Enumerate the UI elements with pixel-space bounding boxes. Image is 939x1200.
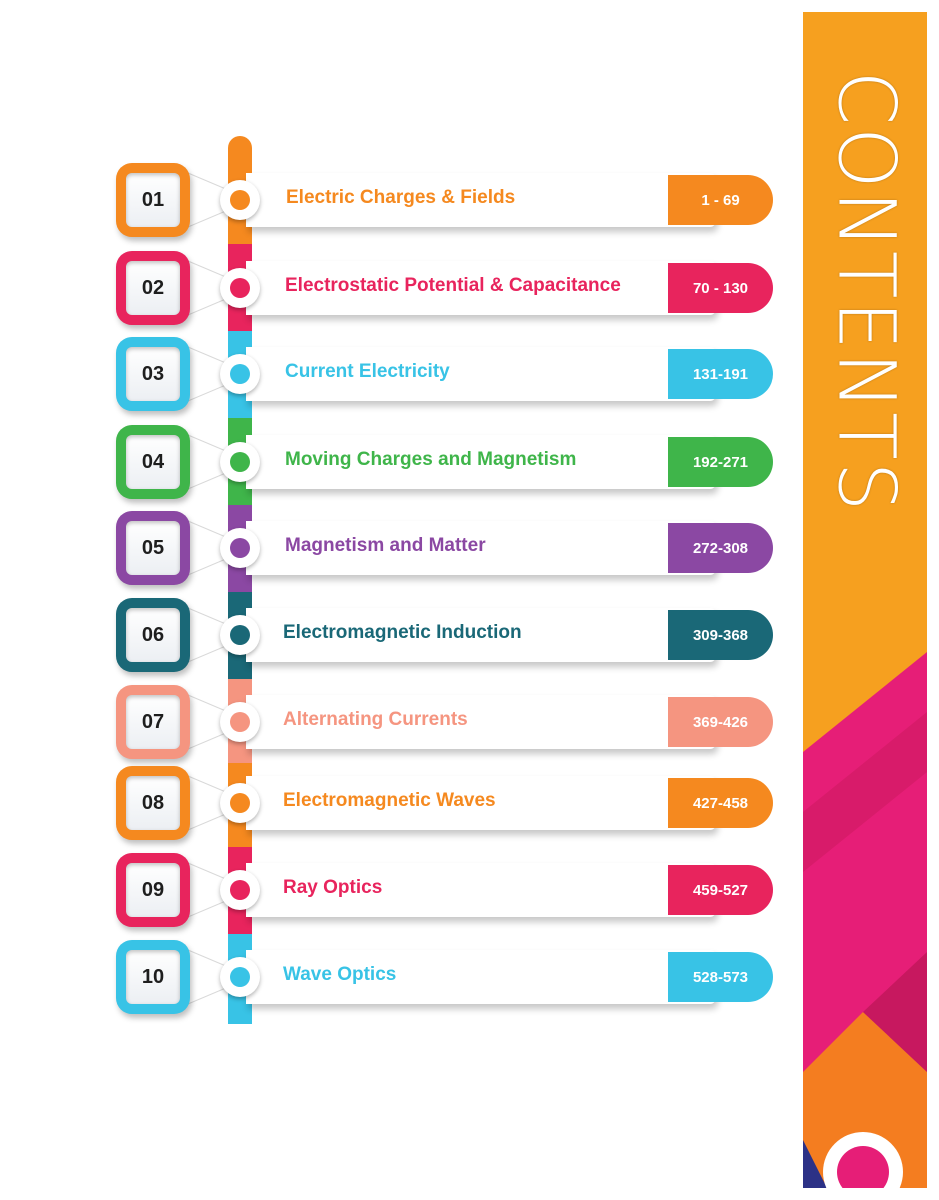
timeline-node-core: [230, 967, 250, 987]
chapter-card: [246, 608, 716, 662]
chapter-title: Ray Optics: [283, 877, 383, 898]
chapter-pages: 427-458: [668, 778, 773, 828]
timeline-node-icon: [220, 354, 260, 394]
timeline-node-icon: [220, 528, 260, 568]
chapter-card: [246, 261, 716, 315]
banner-graphic: [803, 12, 927, 1188]
timeline-node-core: [230, 625, 250, 645]
banner-magenta-stripe: [803, 712, 927, 872]
chapter-card: [246, 435, 716, 489]
chapter-title: Electrostatic Potential & Capacitance: [285, 275, 621, 296]
chapter-row: 09 Ray Optics 459-527: [0, 845, 800, 935]
contents-title-text: CONTENTS: [820, 70, 911, 514]
chapter-number-badge: 08: [116, 766, 190, 840]
chapter-number-badge: 03: [116, 337, 190, 411]
chapter-title: Moving Charges and Magnetism: [285, 449, 577, 470]
timeline-node-core: [230, 793, 250, 813]
chapter-title: Electromagnetic Waves: [283, 790, 496, 811]
chapter-card: [246, 695, 716, 749]
chapter-pages: 528-573: [668, 952, 773, 1002]
chapter-pages: 1 - 69: [668, 175, 773, 225]
chapter-pages: 70 - 130: [668, 263, 773, 313]
chapter-pages: 192-271: [668, 437, 773, 487]
chapter-number: 10: [126, 950, 180, 1004]
timeline-node-core: [230, 880, 250, 900]
timeline-node-core: [230, 452, 250, 472]
chapter-row: 10 Wave Optics 528-573: [0, 932, 800, 1022]
chapter-number-badge: 06: [116, 598, 190, 672]
chapter-title: Alternating Currents: [283, 709, 468, 730]
chapter-title: Electromagnetic Induction: [283, 622, 522, 643]
chapter-number: 08: [126, 776, 180, 830]
chapter-number-badge: 10: [116, 940, 190, 1014]
timeline-node-core: [230, 712, 250, 732]
chapter-number-badge: 07: [116, 685, 190, 759]
banner-ring-core: [837, 1146, 889, 1188]
chapter-card: [246, 521, 716, 575]
chapter-number-badge: 02: [116, 251, 190, 325]
chapter-row: 03 Current Electricity 131-191: [0, 329, 800, 419]
chapter-title: Magnetism and Matter: [285, 535, 486, 556]
chapter-number: 07: [126, 695, 180, 749]
chapter-pages: 459-527: [668, 865, 773, 915]
chapter-title: Wave Optics: [283, 964, 397, 985]
timeline-node-core: [230, 538, 250, 558]
chapter-row: 02 Electrostatic Potential & Capacitance…: [0, 243, 800, 333]
timeline-node-icon: [220, 268, 260, 308]
chapter-pages: 309-368: [668, 610, 773, 660]
chapter-card: [246, 863, 716, 917]
chapter-number-badge: 09: [116, 853, 190, 927]
timeline-node-icon: [220, 180, 260, 220]
chapter-number-badge: 01: [116, 163, 190, 237]
chapter-number: 06: [126, 608, 180, 662]
chapter-row: 05 Magnetism and Matter 272-308: [0, 503, 800, 593]
timeline-node-icon: [220, 615, 260, 655]
chapter-card: [246, 950, 716, 1004]
chapter-number: 02: [126, 261, 180, 315]
timeline-node-icon: [220, 870, 260, 910]
chapter-title: Current Electricity: [285, 361, 450, 382]
chapter-number: 04: [126, 435, 180, 489]
chapter-number: 01: [126, 173, 180, 227]
chapter-row: 04 Moving Charges and Magnetism 192-271: [0, 417, 800, 507]
timeline-node-icon: [220, 783, 260, 823]
timeline-node-core: [230, 364, 250, 384]
contents-banner: [803, 12, 927, 1188]
banner-dark-triangle: [863, 952, 927, 1072]
chapter-row: 08 Electromagnetic Waves 427-458: [0, 758, 800, 848]
chapter-title: Electric Charges & Fields: [286, 187, 516, 208]
timeline-node-core: [230, 278, 250, 298]
chapter-pages: 369-426: [668, 697, 773, 747]
chapter-row: 01 Electric Charges & Fields 1 - 69: [0, 155, 800, 245]
chapter-number: 03: [126, 347, 180, 401]
timeline-node-icon: [220, 442, 260, 482]
timeline-node-core: [230, 190, 250, 210]
chapter-pages: 131-191: [668, 349, 773, 399]
chapter-pages: 272-308: [668, 523, 773, 573]
chapter-number: 09: [126, 863, 180, 917]
banner-orange-diamond: [803, 1012, 927, 1188]
chapter-row: 06 Electromagnetic Induction 309-368: [0, 590, 800, 680]
timeline-node-icon: [220, 702, 260, 742]
chapter-row: 07 Alternating Currents 369-426: [0, 677, 800, 767]
chapter-card: [246, 173, 716, 227]
chapter-number: 05: [126, 521, 180, 575]
chapter-card: [246, 347, 716, 401]
chapter-card: [246, 776, 716, 830]
timeline-node-icon: [220, 957, 260, 997]
chapter-number-badge: 05: [116, 511, 190, 585]
contents-title: CONTENTS: [803, 12, 927, 572]
chapter-number-badge: 04: [116, 425, 190, 499]
banner-navy-triangle: [803, 1140, 827, 1188]
